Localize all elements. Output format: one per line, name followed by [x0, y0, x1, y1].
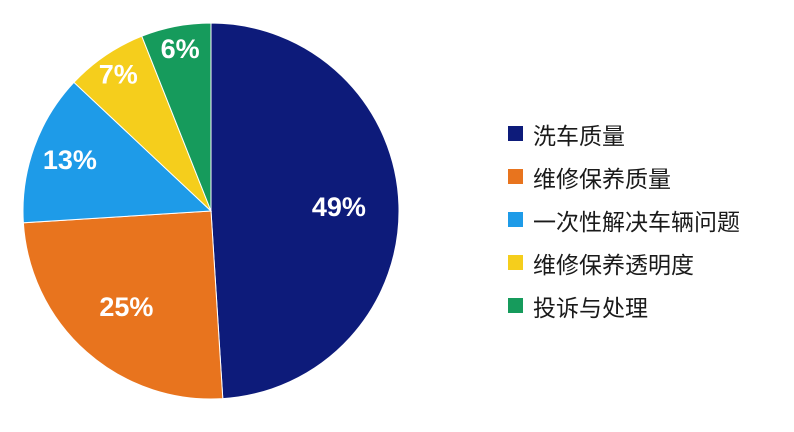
pie-slice-2	[22, 210, 224, 400]
slice-label-2: 25%	[99, 292, 153, 322]
pie-slice-5	[141, 22, 212, 212]
legend-swatch	[508, 126, 523, 141]
slice-label-3: 13%	[43, 145, 97, 175]
legend-label: 维修保养透明度	[533, 252, 694, 279]
legend-item: 投诉与处理	[508, 284, 740, 327]
legend-item: 洗车质量	[508, 112, 740, 155]
legend-swatch	[508, 169, 523, 184]
slice-label-1: 49%	[312, 192, 366, 222]
legend-label: 一次性解决车辆问题	[533, 209, 740, 236]
legend-swatch	[508, 298, 523, 313]
slice-label-5: 6%	[161, 34, 200, 64]
legend-item: 维修保养质量	[508, 155, 740, 198]
pie-slice-3	[22, 81, 213, 224]
legend-swatch	[508, 212, 523, 227]
legend-swatch	[508, 255, 523, 270]
legend-label: 洗车质量	[533, 123, 625, 150]
pie-slice-1	[210, 22, 400, 400]
legend-item: 维修保养透明度	[508, 241, 740, 284]
legend-label: 投诉与处理	[533, 295, 648, 322]
legend: 洗车质量维修保养质量一次性解决车辆问题 维修保养透明度 投诉与处理	[508, 112, 740, 327]
slice-label-4: 7%	[99, 60, 138, 90]
legend-item: 一次性解决车辆问题	[508, 198, 740, 241]
legend-label: 维修保养质量	[533, 166, 671, 193]
